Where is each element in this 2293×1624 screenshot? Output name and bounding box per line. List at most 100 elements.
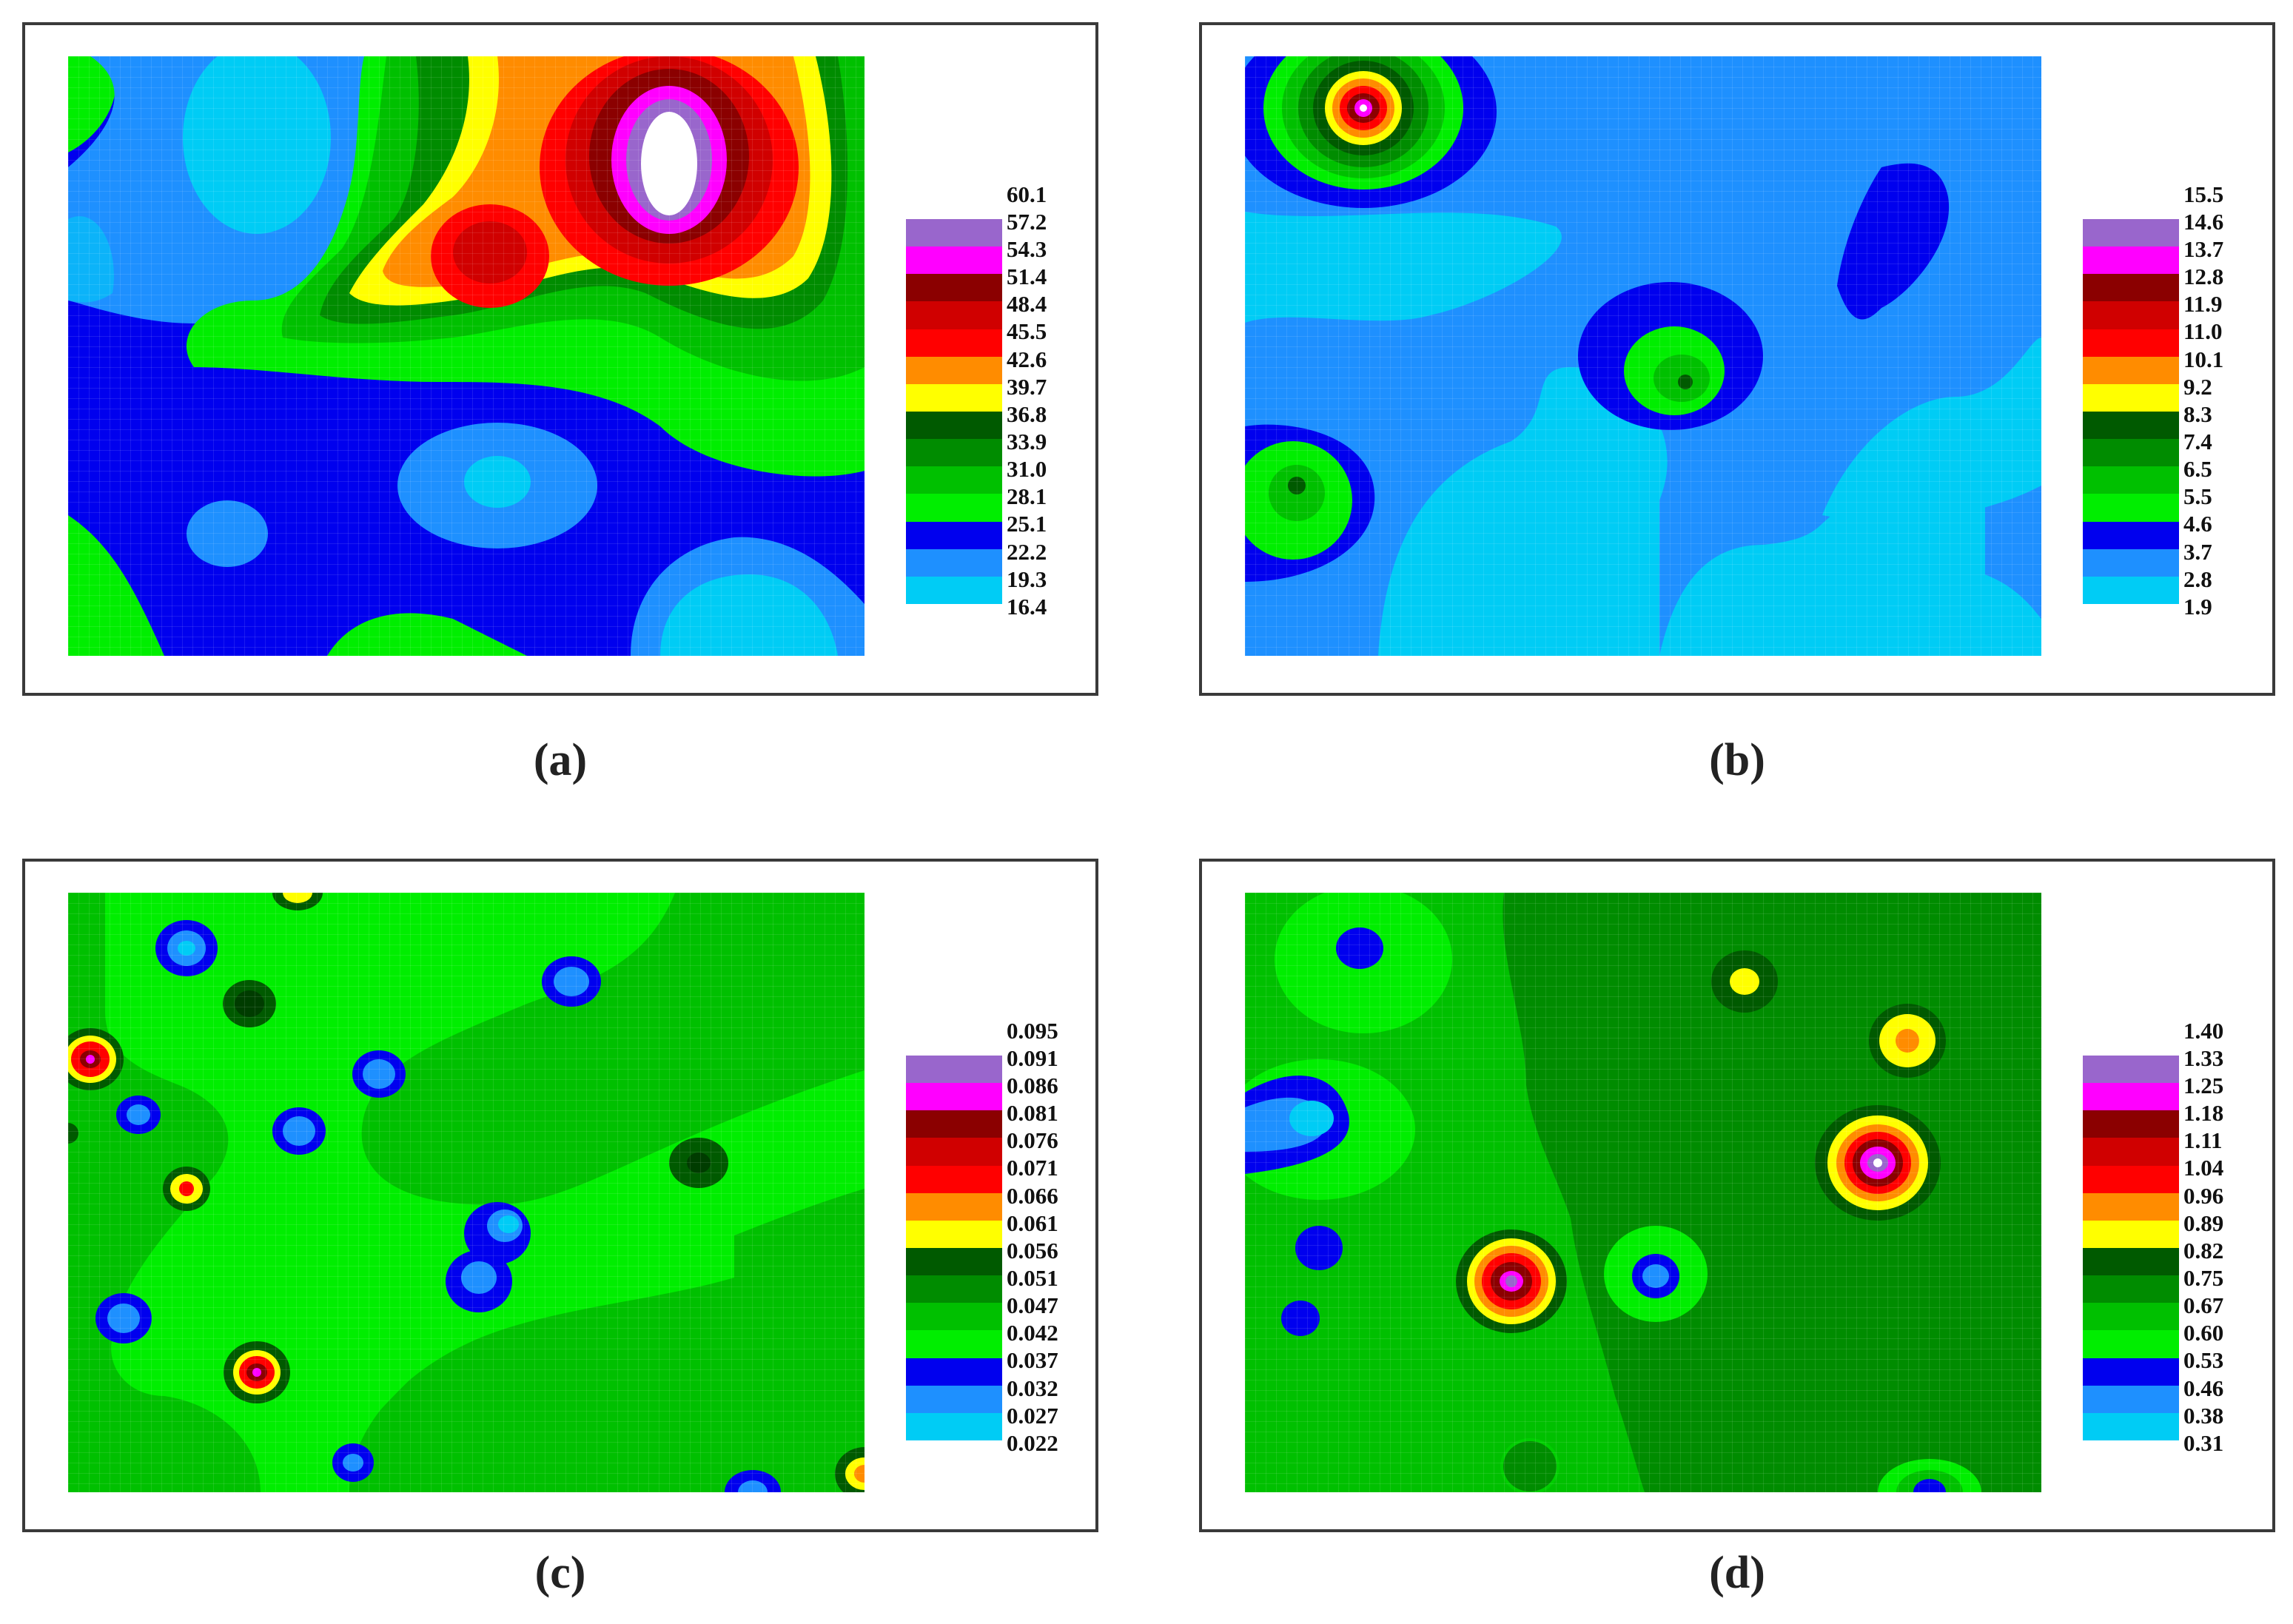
colorbar-label: 48.4 (1007, 291, 1047, 318)
colorbar-label: 31.0 (1007, 456, 1047, 483)
colorbar-label: 0.047 (1007, 1292, 1058, 1319)
colorbar-label: 0.022 (1007, 1429, 1058, 1456)
colorbar-band (2083, 1358, 2179, 1386)
colorbar-band (2083, 1220, 2179, 1249)
colorbar-label: 0.071 (1007, 1155, 1058, 1181)
colorbar-band (2083, 219, 2179, 247)
colorbar-band (2083, 1412, 2179, 1441)
colorbar-band (906, 1056, 1002, 1084)
colorbar-label: 1.33 (2183, 1044, 2224, 1071)
colorbar-label: 6.5 (2183, 456, 2212, 483)
colorbar-label: 25.1 (1007, 511, 1047, 537)
colorbar-band (2083, 548, 2179, 577)
colorbar-label: 51.4 (1007, 264, 1047, 290)
colorbar-label: 45.5 (1007, 318, 1047, 345)
colorbar-label: 0.095 (1007, 1017, 1058, 1044)
colorbar-label: 0.31 (2183, 1429, 2224, 1456)
colorbar-band (906, 548, 1002, 577)
colorbar-label: 54.3 (1007, 236, 1047, 262)
colorbar-label: 1.40 (2183, 1017, 2224, 1044)
colorbar-label: 0.061 (1007, 1209, 1058, 1236)
colorbar-band (2083, 1248, 2179, 1276)
colorbar-label: 0.027 (1007, 1402, 1058, 1429)
colorbar-band (906, 1330, 1002, 1359)
caption-a: (a) (533, 735, 588, 785)
colorbar-band (906, 1138, 1002, 1167)
colorbar-label: 2.8 (2183, 566, 2212, 592)
contour-map-a (68, 56, 865, 656)
colorbar-band (906, 356, 1002, 385)
colorbar-label: 9.2 (2183, 373, 2212, 400)
colorbar-band (906, 439, 1002, 467)
colorbar-band (2083, 1056, 2179, 1084)
colorbar-band (2083, 412, 2179, 440)
colorbar-band (2083, 301, 2179, 330)
colorbar-band (2083, 576, 2179, 605)
colorbar-label: 39.7 (1007, 373, 1047, 400)
colorbar-label: 7.4 (2183, 428, 2212, 454)
caption-c: (c) (534, 1548, 586, 1598)
colorbar-label: 0.89 (2183, 1209, 2224, 1236)
colorbar-label: 0.042 (1007, 1320, 1058, 1346)
colorbar-label: 19.3 (1007, 566, 1047, 592)
colorbar-band (2083, 1138, 2179, 1167)
colorbar-label: 1.11 (2183, 1127, 2223, 1154)
colorbar-label: 0.037 (1007, 1347, 1058, 1374)
colorbar-label: 0.091 (1007, 1044, 1058, 1071)
colorbar-band (906, 521, 1002, 550)
colorbar-label: 0.96 (2183, 1182, 2224, 1209)
panel-a: 60.1 57.2 54.3 51.4 48.4 45.5 42.6 39.7 36.8 33.9… (22, 22, 1098, 696)
colorbar-band (906, 219, 1002, 247)
colorbar-band (906, 246, 1002, 275)
colorbar-band (2083, 466, 2179, 494)
colorbar-label: 0.60 (2183, 1320, 2224, 1346)
colorbar-band (2083, 521, 2179, 550)
colorbar-b (2083, 219, 2179, 605)
colorbar-band (2083, 383, 2179, 412)
contour-svg-d (1245, 893, 2041, 1492)
contour-map-b (1245, 56, 2041, 656)
colorbar-label: 0.051 (1007, 1264, 1058, 1291)
colorbar-label: 33.9 (1007, 428, 1047, 454)
colorbar-label: 0.53 (2183, 1347, 2224, 1374)
contour-map-d (1245, 893, 2041, 1492)
colorbar-band (906, 383, 1002, 412)
colorbar-label: 0.46 (2183, 1375, 2224, 1401)
colorbar-label: 0.75 (2183, 1264, 2224, 1291)
colorbar-a (906, 219, 1002, 605)
colorbar-band (906, 1385, 1002, 1414)
colorbar-band (906, 466, 1002, 494)
contour-svg-b (1245, 56, 2041, 656)
colorbar-band (2083, 1165, 2179, 1194)
colorbar-label: 0.67 (2183, 1292, 2224, 1319)
colorbar-label: 0.82 (2183, 1237, 2224, 1264)
colorbar-band (906, 329, 1002, 358)
colorbar-label: 5.5 (2183, 483, 2212, 510)
colorbar-label: 15.5 (2183, 181, 2224, 207)
colorbar-label: 28.1 (1007, 483, 1047, 510)
colorbar-band (2083, 494, 2179, 523)
colorbar-band (906, 494, 1002, 523)
colorbar-label: 60.1 (1007, 181, 1047, 207)
colorbar-label: 11.0 (2183, 318, 2223, 345)
panel-d: 1.40 1.33 1.25 1.18 1.11 1.04 0.96 0.89 0.82 0.75… (1199, 859, 2275, 1532)
colorbar-band (2083, 1330, 2179, 1359)
colorbar-c (906, 1056, 1002, 1441)
colorbar-label: 0.081 (1007, 1100, 1058, 1127)
colorbar-band (2083, 1083, 2179, 1111)
colorbar-label: 1.9 (2183, 593, 2212, 620)
colorbar-band (2083, 246, 2179, 275)
colorbar-band (2083, 1192, 2179, 1221)
colorbar-band (2083, 1275, 2179, 1303)
colorbar-band (2083, 329, 2179, 358)
colorbar-band (906, 1248, 1002, 1276)
colorbar-label: 12.8 (2183, 264, 2224, 290)
colorbar-band (906, 412, 1002, 440)
colorbar-band (906, 274, 1002, 302)
colorbar-band (2083, 439, 2179, 467)
colorbar-label: 10.1 (2183, 346, 2224, 372)
contour-svg-a (68, 56, 865, 656)
colorbar-label: 13.7 (2183, 236, 2224, 262)
colorbar-label: 11.9 (2183, 291, 2223, 318)
colorbar-band (2083, 356, 2179, 385)
